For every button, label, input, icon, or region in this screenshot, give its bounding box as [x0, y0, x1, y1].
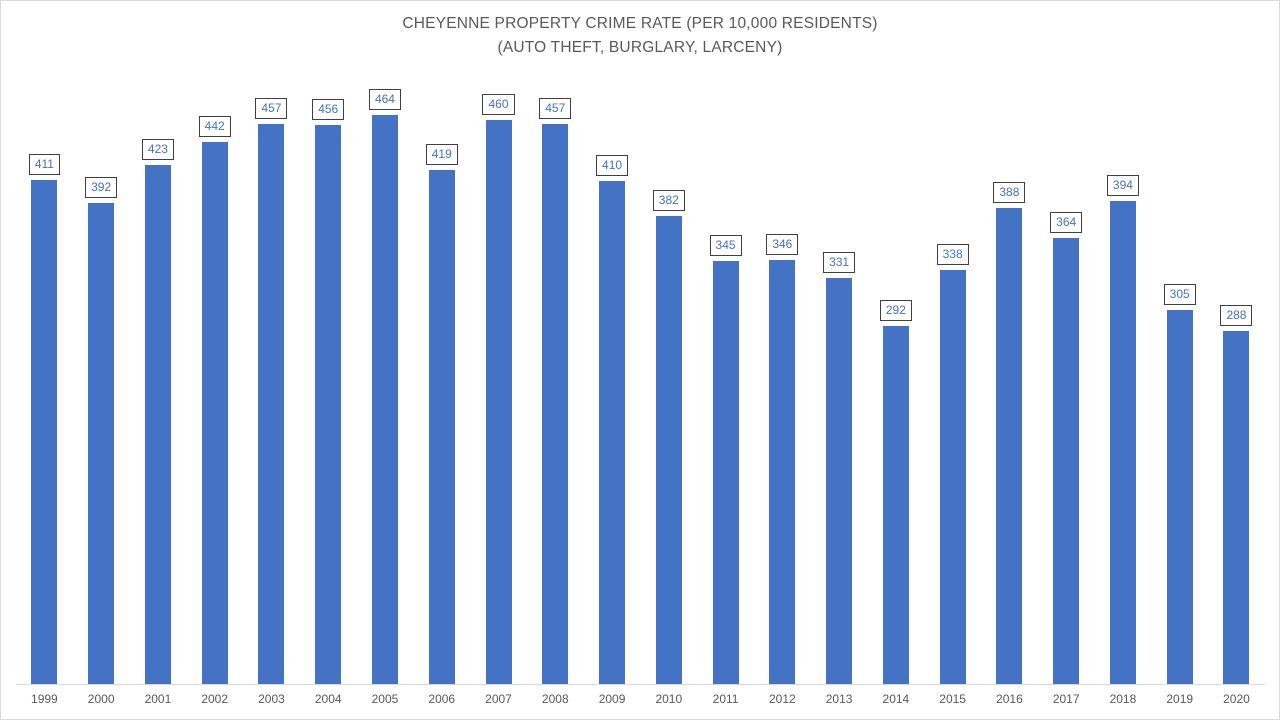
bar-column: 364 — [1038, 72, 1095, 684]
data-label: 442 — [198, 116, 231, 137]
chart-title-line-2: (AUTO THEFT, BURGLARY, LARCENY) — [497, 39, 783, 56]
bar-column: 457 — [527, 72, 584, 684]
data-label: 457 — [255, 98, 288, 119]
x-axis-label: 2017 — [1052, 692, 1080, 706]
data-label: 305 — [1163, 284, 1196, 305]
bar-column: 382 — [640, 72, 697, 684]
data-label: 394 — [1106, 175, 1139, 196]
x-axis-label: 1999 — [31, 692, 58, 706]
bar-column: 464 — [357, 72, 414, 684]
data-label: 331 — [823, 252, 856, 273]
data-label: 382 — [652, 190, 685, 211]
bar — [939, 270, 966, 684]
bar-column: 388 — [981, 72, 1038, 684]
bar — [712, 261, 739, 684]
bar — [88, 203, 115, 684]
data-label: 423 — [141, 139, 174, 160]
bar-column: 419 — [413, 72, 470, 684]
x-axis-label: 2007 — [485, 692, 512, 706]
bar — [826, 278, 853, 684]
bar-column: 292 — [867, 72, 924, 684]
bar — [1223, 331, 1250, 684]
x-axis-label: 2010 — [655, 692, 683, 706]
bar — [31, 180, 58, 684]
x-axis-label: 2008 — [541, 692, 569, 706]
x-axis-label: 2000 — [87, 692, 115, 706]
bar-column: 411 — [16, 72, 73, 684]
bar — [599, 181, 626, 684]
bar-column: 442 — [186, 72, 243, 684]
bar-column: 394 — [1095, 72, 1152, 684]
bar-column: 345 — [697, 72, 754, 684]
bar — [144, 165, 171, 684]
data-label: 338 — [936, 244, 969, 265]
x-axis-label: 2013 — [825, 692, 853, 706]
data-label: 388 — [993, 182, 1026, 203]
bar — [655, 216, 682, 684]
data-label: 460 — [482, 94, 515, 115]
bar — [428, 170, 455, 684]
chart-title: CHEYENNE PROPERTY CRIME RATE (PER 10,000… — [1, 1, 1279, 60]
bar — [882, 326, 909, 684]
bar — [371, 115, 398, 684]
x-axis-label: 2016 — [996, 692, 1023, 706]
bar — [258, 124, 285, 684]
data-label: 419 — [425, 144, 458, 165]
data-label: 456 — [312, 99, 345, 120]
bar — [201, 142, 228, 684]
x-axis-label: 2003 — [258, 692, 285, 706]
x-axis-label: 2006 — [428, 692, 456, 706]
data-label: 345 — [709, 235, 742, 256]
data-label: 410 — [596, 155, 629, 176]
x-axis-label: 2001 — [144, 692, 172, 706]
bar — [485, 120, 512, 684]
chart-title-line-1: CHEYENNE PROPERTY CRIME RATE (PER 10,000… — [402, 15, 878, 32]
data-label: 346 — [766, 234, 799, 255]
bar-column: 288 — [1208, 72, 1265, 684]
bar — [315, 125, 342, 684]
bar-column: 331 — [811, 72, 868, 684]
data-label: 411 — [28, 154, 60, 175]
data-label: 364 — [1050, 212, 1083, 233]
x-axis-label: 2004 — [314, 692, 342, 706]
x-axis-label: 2011 — [712, 692, 739, 706]
bar-column: 346 — [754, 72, 811, 684]
bar-column: 457 — [243, 72, 300, 684]
x-axis-label: 2009 — [598, 692, 626, 706]
bar — [769, 260, 796, 684]
x-axis-label: 2012 — [768, 692, 796, 706]
plot-area: 411 392 423 442 457 456 464 419 460 457 410 382 345 3… — [16, 72, 1265, 685]
bar-column: 338 — [924, 72, 981, 684]
data-label: 457 — [539, 98, 572, 119]
bar-column: 460 — [470, 72, 527, 684]
bar — [542, 124, 569, 684]
bar — [1053, 238, 1080, 684]
x-axis-label: 2014 — [882, 692, 910, 706]
x-axis-label: 2015 — [939, 692, 966, 706]
bar — [1109, 201, 1136, 684]
bar-column: 456 — [300, 72, 357, 684]
data-label: 288 — [1220, 305, 1253, 326]
bar-column: 305 — [1151, 72, 1208, 684]
bar — [996, 208, 1023, 684]
x-axis-label: 2005 — [371, 692, 399, 706]
bar-column: 392 — [73, 72, 130, 684]
bar-column: 423 — [130, 72, 187, 684]
x-axis-label: 2018 — [1109, 692, 1137, 706]
x-axis-label: 2002 — [201, 692, 229, 706]
x-axis-label: 2019 — [1166, 692, 1194, 706]
data-label: 292 — [879, 300, 912, 321]
data-label: 392 — [85, 177, 118, 198]
data-label: 464 — [368, 89, 401, 110]
x-axis: 1999 2000 2001 2002 2003 2004 2005 2006 2007 2008… — [16, 685, 1265, 706]
bar-column: 410 — [584, 72, 641, 684]
bar — [1166, 310, 1193, 684]
x-axis-label: 2020 — [1223, 692, 1250, 706]
